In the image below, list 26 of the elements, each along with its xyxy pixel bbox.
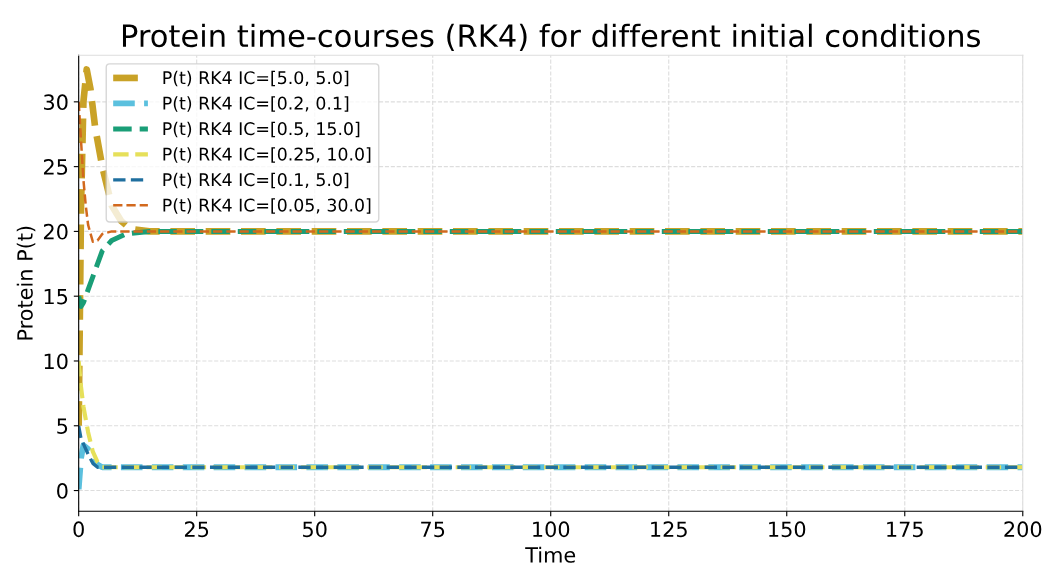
x-tick-label: 100 bbox=[533, 521, 570, 538]
line-series bbox=[78, 358, 1023, 470]
x-tick-label: 0 bbox=[73, 521, 84, 538]
x-tick-label: 175 bbox=[887, 521, 923, 538]
legend-label: P(t) RK4 IC=[0.2, 0.1] bbox=[163, 96, 349, 112]
y-tick-label: 5 bbox=[57, 418, 68, 434]
x-axis-title: Time bbox=[525, 546, 576, 563]
legend-label: P(t) RK4 IC=[5.0, 5.0] bbox=[163, 70, 349, 87]
x-tick-label: 50 bbox=[303, 521, 327, 538]
y-axis-title: Protein P(t) bbox=[16, 226, 36, 340]
legend-label: P(t) RK4 IC=[0.25, 10.0] bbox=[163, 147, 371, 163]
x-tick-label: 75 bbox=[421, 521, 445, 538]
y-tick-label: 0 bbox=[57, 483, 68, 499]
legend-label: P(t) RK4 IC=[0.5, 15.0] bbox=[163, 121, 360, 138]
x-tick-label: 125 bbox=[651, 521, 687, 538]
y-tick-label: 20 bbox=[43, 223, 68, 240]
y-tick-label: 25 bbox=[43, 159, 68, 175]
x-tick-label: 200 bbox=[1004, 521, 1042, 538]
chart-title: Protein time-courses (RK4) for different initial conditions bbox=[122, 23, 980, 51]
y-tick-label: 30 bbox=[44, 94, 68, 111]
x-tick-label: 25 bbox=[184, 521, 209, 538]
y-tick-label: 15 bbox=[44, 288, 68, 305]
legend-label: P(t) RK4 IC=[0.05, 30.0] bbox=[163, 198, 371, 214]
y-tick-label: 10 bbox=[44, 353, 68, 370]
legend-label: P(t) RK4 IC=[0.1, 5.0] bbox=[163, 172, 349, 189]
x-tick-label: 150 bbox=[769, 521, 806, 538]
